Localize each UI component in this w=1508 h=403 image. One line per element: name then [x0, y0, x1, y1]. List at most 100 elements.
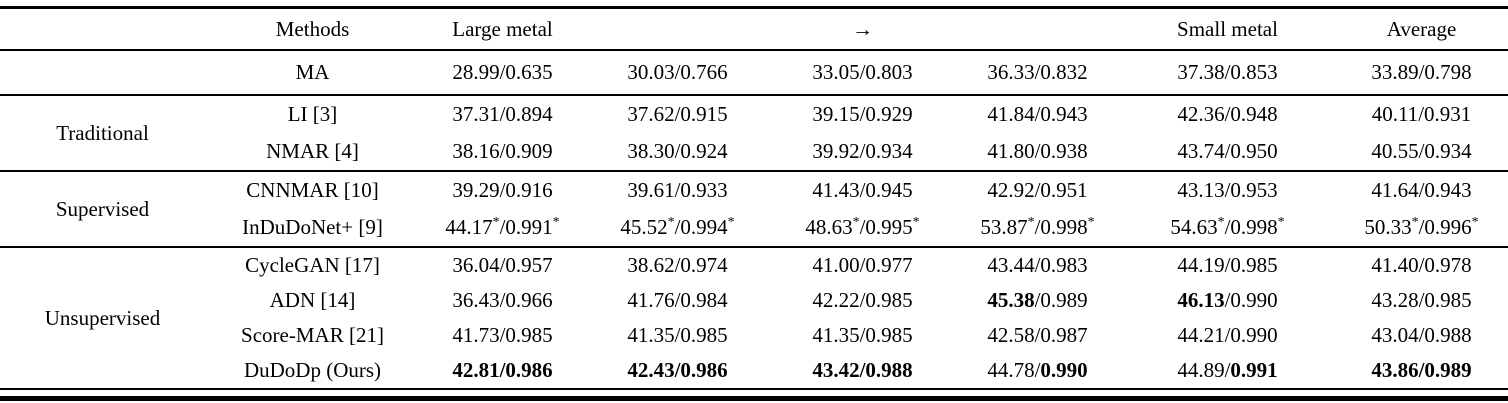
psnr-ssim-separator: / — [1224, 215, 1231, 239]
metric-cell: 41.73/0.985 — [420, 318, 585, 353]
psnr-ssim-separator: / — [674, 60, 681, 84]
header-cell-2: Large metal — [452, 16, 553, 41]
header-cell-6: Small metal — [1177, 16, 1278, 41]
psnr-value: 41.40 — [1371, 253, 1419, 277]
ssim-value: 0.990 — [1040, 358, 1088, 382]
psnr-ssim-separator: / — [499, 60, 506, 84]
metric-cell: 44.78/0.990 — [955, 353, 1120, 389]
ssim-value: 0.933 — [680, 178, 728, 202]
star-marker: * — [912, 215, 920, 230]
ssim-value: 0.986 — [680, 358, 728, 382]
header-row: Methods Large metal → Small metal Average — [0, 8, 1508, 51]
psnr-ssim-separator: / — [859, 178, 866, 202]
ssim-value: 0.934 — [865, 139, 913, 163]
metric-cell: 38.16/0.909 — [420, 133, 585, 171]
psnr-ssim-separator: / — [859, 288, 866, 312]
psnr-value: 53.87 — [980, 215, 1028, 239]
method-group: MA 28.99/0.635 30.03/0.766 33.05/0.803 36.33… — [0, 50, 1508, 95]
psnr-value: 43.13 — [1177, 178, 1225, 202]
psnr-ssim-separator: / — [674, 323, 681, 347]
psnr-ssim-separator: / — [1034, 323, 1041, 347]
psnr-value: 40.11 — [1371, 102, 1419, 126]
psnr-ssim-separator: / — [1418, 323, 1425, 347]
psnr-ssim-separator: / — [1034, 253, 1041, 277]
psnr-ssim-separator: / — [674, 358, 681, 382]
metric-cell: 45.38/0.989 — [955, 283, 1120, 318]
results-table: Methods Large metal → Small metal Average MA… — [0, 6, 1508, 390]
method-name: MA — [295, 60, 330, 84]
ssim-value: 0.931 — [1424, 102, 1472, 126]
psnr-ssim-separator: / — [1418, 288, 1425, 312]
psnr-value: 48.63 — [805, 215, 853, 239]
psnr-value: 41.76 — [627, 288, 675, 312]
ssim-value: 0.994 — [680, 215, 728, 239]
psnr-ssim-separator: / — [859, 60, 866, 84]
metric-cell: 39.29/0.916 — [420, 171, 585, 209]
psnr-value: 33.05 — [812, 60, 860, 84]
method-name: LI [3] — [287, 102, 338, 126]
psnr-value: 41.35 — [627, 323, 675, 347]
category-label: Supervised — [55, 196, 150, 221]
method-name: Score-MAR [21] — [241, 323, 384, 347]
metric-cell: 33.05/0.803 — [770, 50, 955, 95]
ssim-value: 0.978 — [1424, 253, 1472, 277]
metric-cell: 41.35/0.985 — [770, 318, 955, 353]
method-name: CNNMAR [10] — [246, 178, 379, 202]
metric-cell: 40.11/0.931 — [1335, 95, 1508, 133]
psnr-ssim-separator: / — [1418, 358, 1425, 382]
metric-cell: 44.21/0.990 — [1120, 318, 1335, 353]
table-row: MA 28.99/0.635 30.03/0.766 33.05/0.803 36.33… — [0, 50, 1508, 95]
psnr-value: 30.03 — [627, 60, 675, 84]
psnr-value: 38.16 — [452, 139, 500, 163]
psnr-ssim-separator: / — [859, 215, 866, 239]
psnr-ssim-separator: / — [1418, 139, 1425, 163]
psnr-ssim-separator: / — [499, 139, 506, 163]
metric-cell: 41.00/0.977 — [770, 247, 955, 283]
psnr-ssim-separator: / — [1034, 60, 1041, 84]
psnr-value: 43.28 — [1371, 288, 1419, 312]
metric-cell: 45.52*/0.994* — [585, 209, 770, 247]
ssim-value: 0.987 — [1040, 323, 1088, 347]
metric-cell: 42.81/0.986 — [420, 353, 585, 389]
star-marker: * — [1471, 215, 1479, 230]
ssim-value: 0.974 — [680, 253, 728, 277]
psnr-value: 39.15 — [812, 102, 860, 126]
psnr-value: 44.78 — [987, 358, 1035, 382]
metric-cell: 43.28/0.985 — [1335, 283, 1508, 318]
psnr-value: 41.73 — [452, 323, 500, 347]
psnr-ssim-separator: / — [1224, 358, 1231, 382]
metric-cell: 41.76/0.984 — [585, 283, 770, 318]
method-group: Supervised CNNMAR [10] 39.29/0.916 39.61/0.… — [0, 171, 1508, 247]
metric-cell: 42.22/0.985 — [770, 283, 955, 318]
metric-cell: 40.55/0.934 — [1335, 133, 1508, 171]
psnr-ssim-separator: / — [674, 215, 681, 239]
psnr-value: 43.04 — [1371, 323, 1419, 347]
psnr-value: 43.86 — [1371, 358, 1419, 382]
ssim-value: 0.985 — [1424, 288, 1472, 312]
psnr-ssim-separator: / — [1034, 102, 1041, 126]
psnr-value: 41.35 — [812, 323, 860, 347]
category-label: Traditional — [56, 120, 149, 145]
ssim-value: 0.995 — [865, 215, 913, 239]
psnr-value: 39.29 — [452, 178, 500, 202]
method-name: NMAR [4] — [266, 139, 359, 163]
psnr-ssim-separator: / — [1034, 288, 1041, 312]
psnr-value: 39.61 — [627, 178, 675, 202]
psnr-ssim-separator: / — [1224, 60, 1231, 84]
psnr-ssim-separator: / — [499, 178, 506, 202]
ssim-value: 0.988 — [865, 358, 913, 382]
psnr-value: 44.19 — [1177, 253, 1225, 277]
table-row: Score-MAR [21] 41.73/0.985 41.35/0.985 41.3… — [0, 318, 1508, 353]
ssim-value: 0.853 — [1230, 60, 1278, 84]
ssim-value: 0.934 — [1424, 139, 1472, 163]
psnr-value: 41.43 — [812, 178, 860, 202]
ssim-value: 0.957 — [505, 253, 553, 277]
psnr-ssim-separator: / — [1034, 139, 1041, 163]
metric-cell: 42.36/0.948 — [1120, 95, 1335, 133]
psnr-value: 44.21 — [1177, 323, 1225, 347]
ssim-value: 0.988 — [1424, 323, 1472, 347]
ssim-value: 0.985 — [1230, 253, 1278, 277]
metric-cell: 48.63*/0.995* — [770, 209, 955, 247]
ssim-value: 0.766 — [680, 60, 728, 84]
metric-cell: 54.63*/0.998* — [1120, 209, 1335, 247]
